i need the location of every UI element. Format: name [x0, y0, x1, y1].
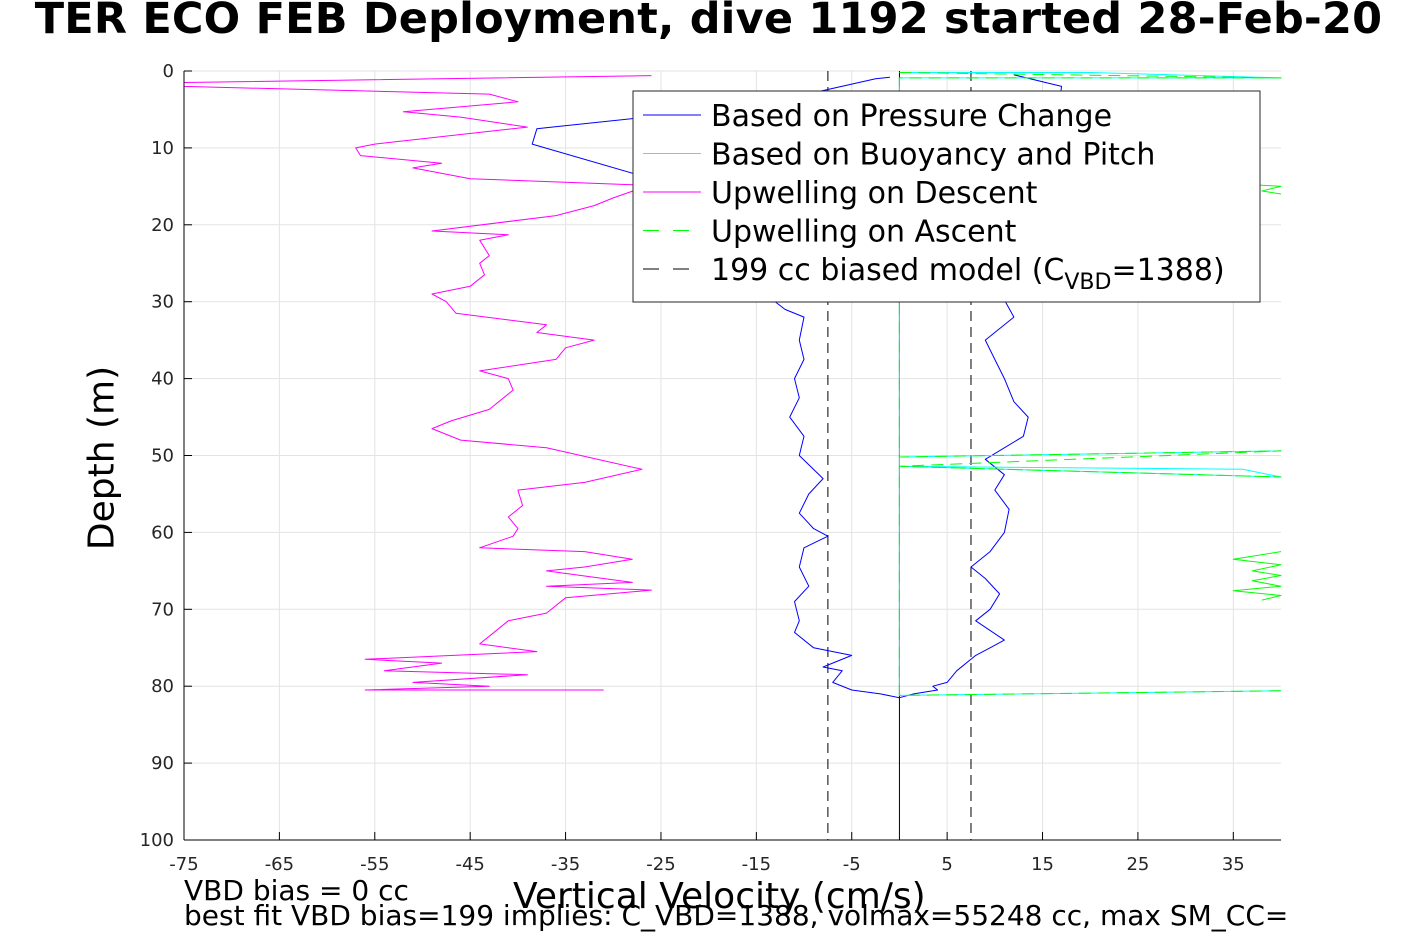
legend-box — [632, 90, 1261, 303]
x-tick-label: 35 — [1222, 854, 1245, 875]
series-line — [1232, 551, 1282, 601]
y-axis-label: Depth (m) — [81, 365, 123, 551]
series-line — [898, 72, 1282, 696]
legend: Based on Pressure Change Based on Buoyanc… — [632, 90, 1261, 303]
legend-label: Upwelling on Ascent — [711, 215, 1017, 250]
y-tick-label: 20 — [151, 215, 174, 236]
x-tick-label: 25 — [1126, 854, 1149, 875]
x-tick-label: -75 — [169, 854, 198, 875]
x-tick-label: -15 — [742, 854, 771, 875]
y-tick-label: 80 — [151, 676, 174, 697]
x-tick-label: -65 — [265, 854, 294, 875]
x-tick-label: -25 — [646, 854, 675, 875]
y-tick-label: 90 — [151, 753, 174, 774]
y-tick-label: 100 — [140, 830, 174, 851]
x-axis-label: Vertical Velocity (cm/s) — [513, 876, 926, 917]
series-line — [531, 74, 1063, 699]
y-tick-label: 0 — [163, 61, 174, 82]
best-fit-note: best fit VBD bias=199 implies: C_VBD=138… — [184, 899, 1289, 932]
y-tick-label: 40 — [151, 369, 174, 390]
series-line — [1252, 184, 1282, 195]
chart-title: TER ECO FEB Deployment, dive 1192 starte… — [34, 0, 1383, 44]
x-tick-label: -35 — [551, 854, 580, 875]
y-tick-label: 60 — [151, 522, 174, 543]
vbd-bias-note: VBD bias = 0 cc — [184, 874, 409, 907]
series-line — [183, 75, 652, 691]
axes: -75 -65 -55 -45 -35 -25 -15 -5 5 15 25 350102030405… — [140, 61, 1281, 875]
y-tick-label: 10 — [151, 138, 174, 159]
y-tick-label: 70 — [151, 599, 174, 620]
x-tick-label: 15 — [1031, 854, 1054, 875]
y-tick-label: 50 — [151, 446, 174, 467]
x-tick-label: -5 — [843, 854, 861, 875]
x-tick-label: -45 — [455, 854, 484, 875]
legend-label: Upwelling on Descent — [711, 176, 1038, 211]
y-tick-label: 30 — [151, 292, 174, 313]
x-tick-label: -55 — [360, 854, 389, 875]
legend-label: Based on Buoyancy and Pitch — [711, 138, 1155, 173]
x-tick-label: 5 — [941, 854, 952, 875]
legend-label: Based on Pressure Change — [711, 99, 1112, 134]
